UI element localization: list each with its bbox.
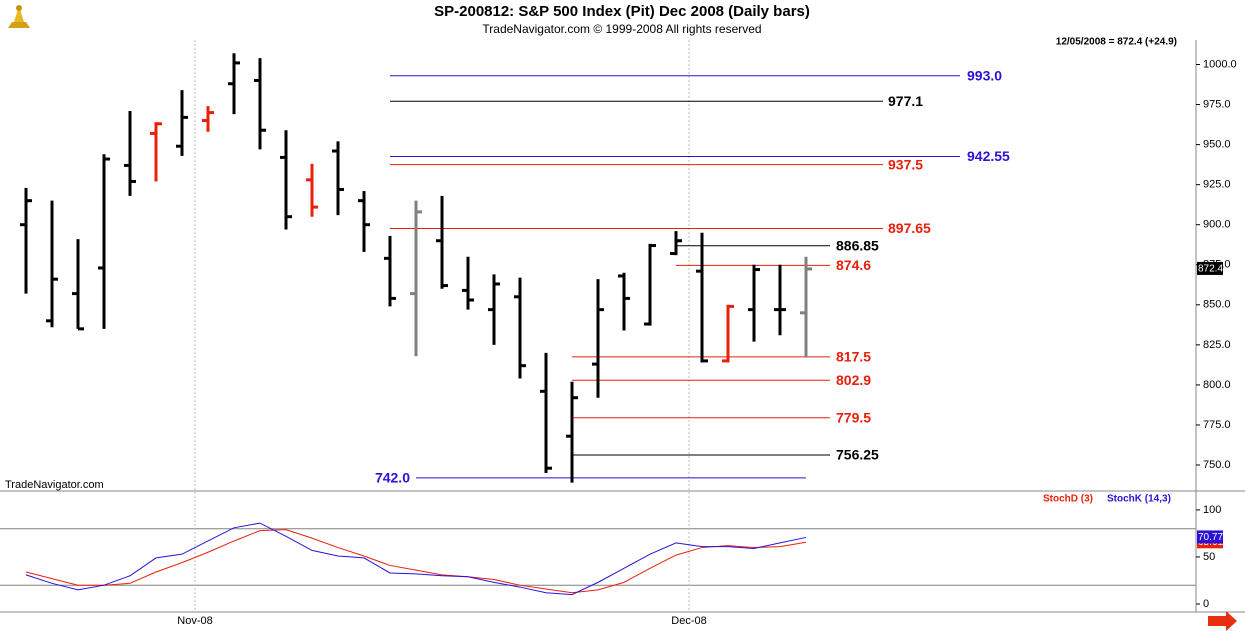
level-label: 897.65 [888,220,931,236]
y-tick-label: 925.0 [1203,179,1231,191]
legend-entry: StochD (3) [1043,494,1093,505]
y-tick-label: 775.0 [1203,419,1231,431]
value-tag-label: 70.77 [1198,532,1223,543]
y-tick-label: 0 [1203,598,1209,610]
y-tick-label: 750.0 [1203,459,1231,471]
price-tag-label: 872.4 [1198,264,1223,275]
y-tick-label: 975.0 [1203,98,1231,110]
logo [8,5,30,28]
legend-entry: StochK (14,3) [1107,494,1171,505]
watermark: TradeNavigator.com [5,479,104,491]
y-tick-label: 900.0 [1203,219,1231,231]
y-tick-label: 1000.0 [1203,58,1237,70]
chart-title: SP-200812: S&P 500 Index (Pit) Dec 2008 … [434,3,810,20]
y-tick-label: 50 [1203,551,1215,563]
price-tag [1197,261,1223,275]
value-tag [1197,530,1223,544]
level-label: 874.6 [836,257,871,273]
stoch-line [25,522,807,596]
y-tick-label: 825.0 [1203,339,1231,351]
quote: 12/05/2008 = 872.4 (+24.9) [1056,37,1177,48]
x-tick-label: Dec-08 [671,615,706,627]
y-tick-label: 800.0 [1203,379,1231,391]
chart-subtitle: TradeNavigator.com © 1999-2008 All right… [482,22,761,36]
level-label: 756.25 [836,447,879,463]
scroll-arrow[interactable] [1208,611,1237,631]
x-tick-label: Nov-08 [177,615,212,627]
level-label: 942.55 [967,148,1010,164]
level-label: 977.1 [888,93,923,109]
level-label: 886.85 [836,237,879,253]
level-label: 817.5 [836,349,871,365]
y-tick-label: 850.0 [1203,299,1231,311]
stoch-line [25,529,807,594]
level-label: 937.5 [888,156,923,172]
y-tick-label: 950.0 [1203,139,1231,151]
level-label: 779.5 [836,409,871,425]
level-label: 742.0 [375,470,410,486]
level-label: 802.9 [836,372,871,388]
y-tick-label: 100 [1203,504,1221,516]
level-label: 993.0 [967,67,1002,83]
